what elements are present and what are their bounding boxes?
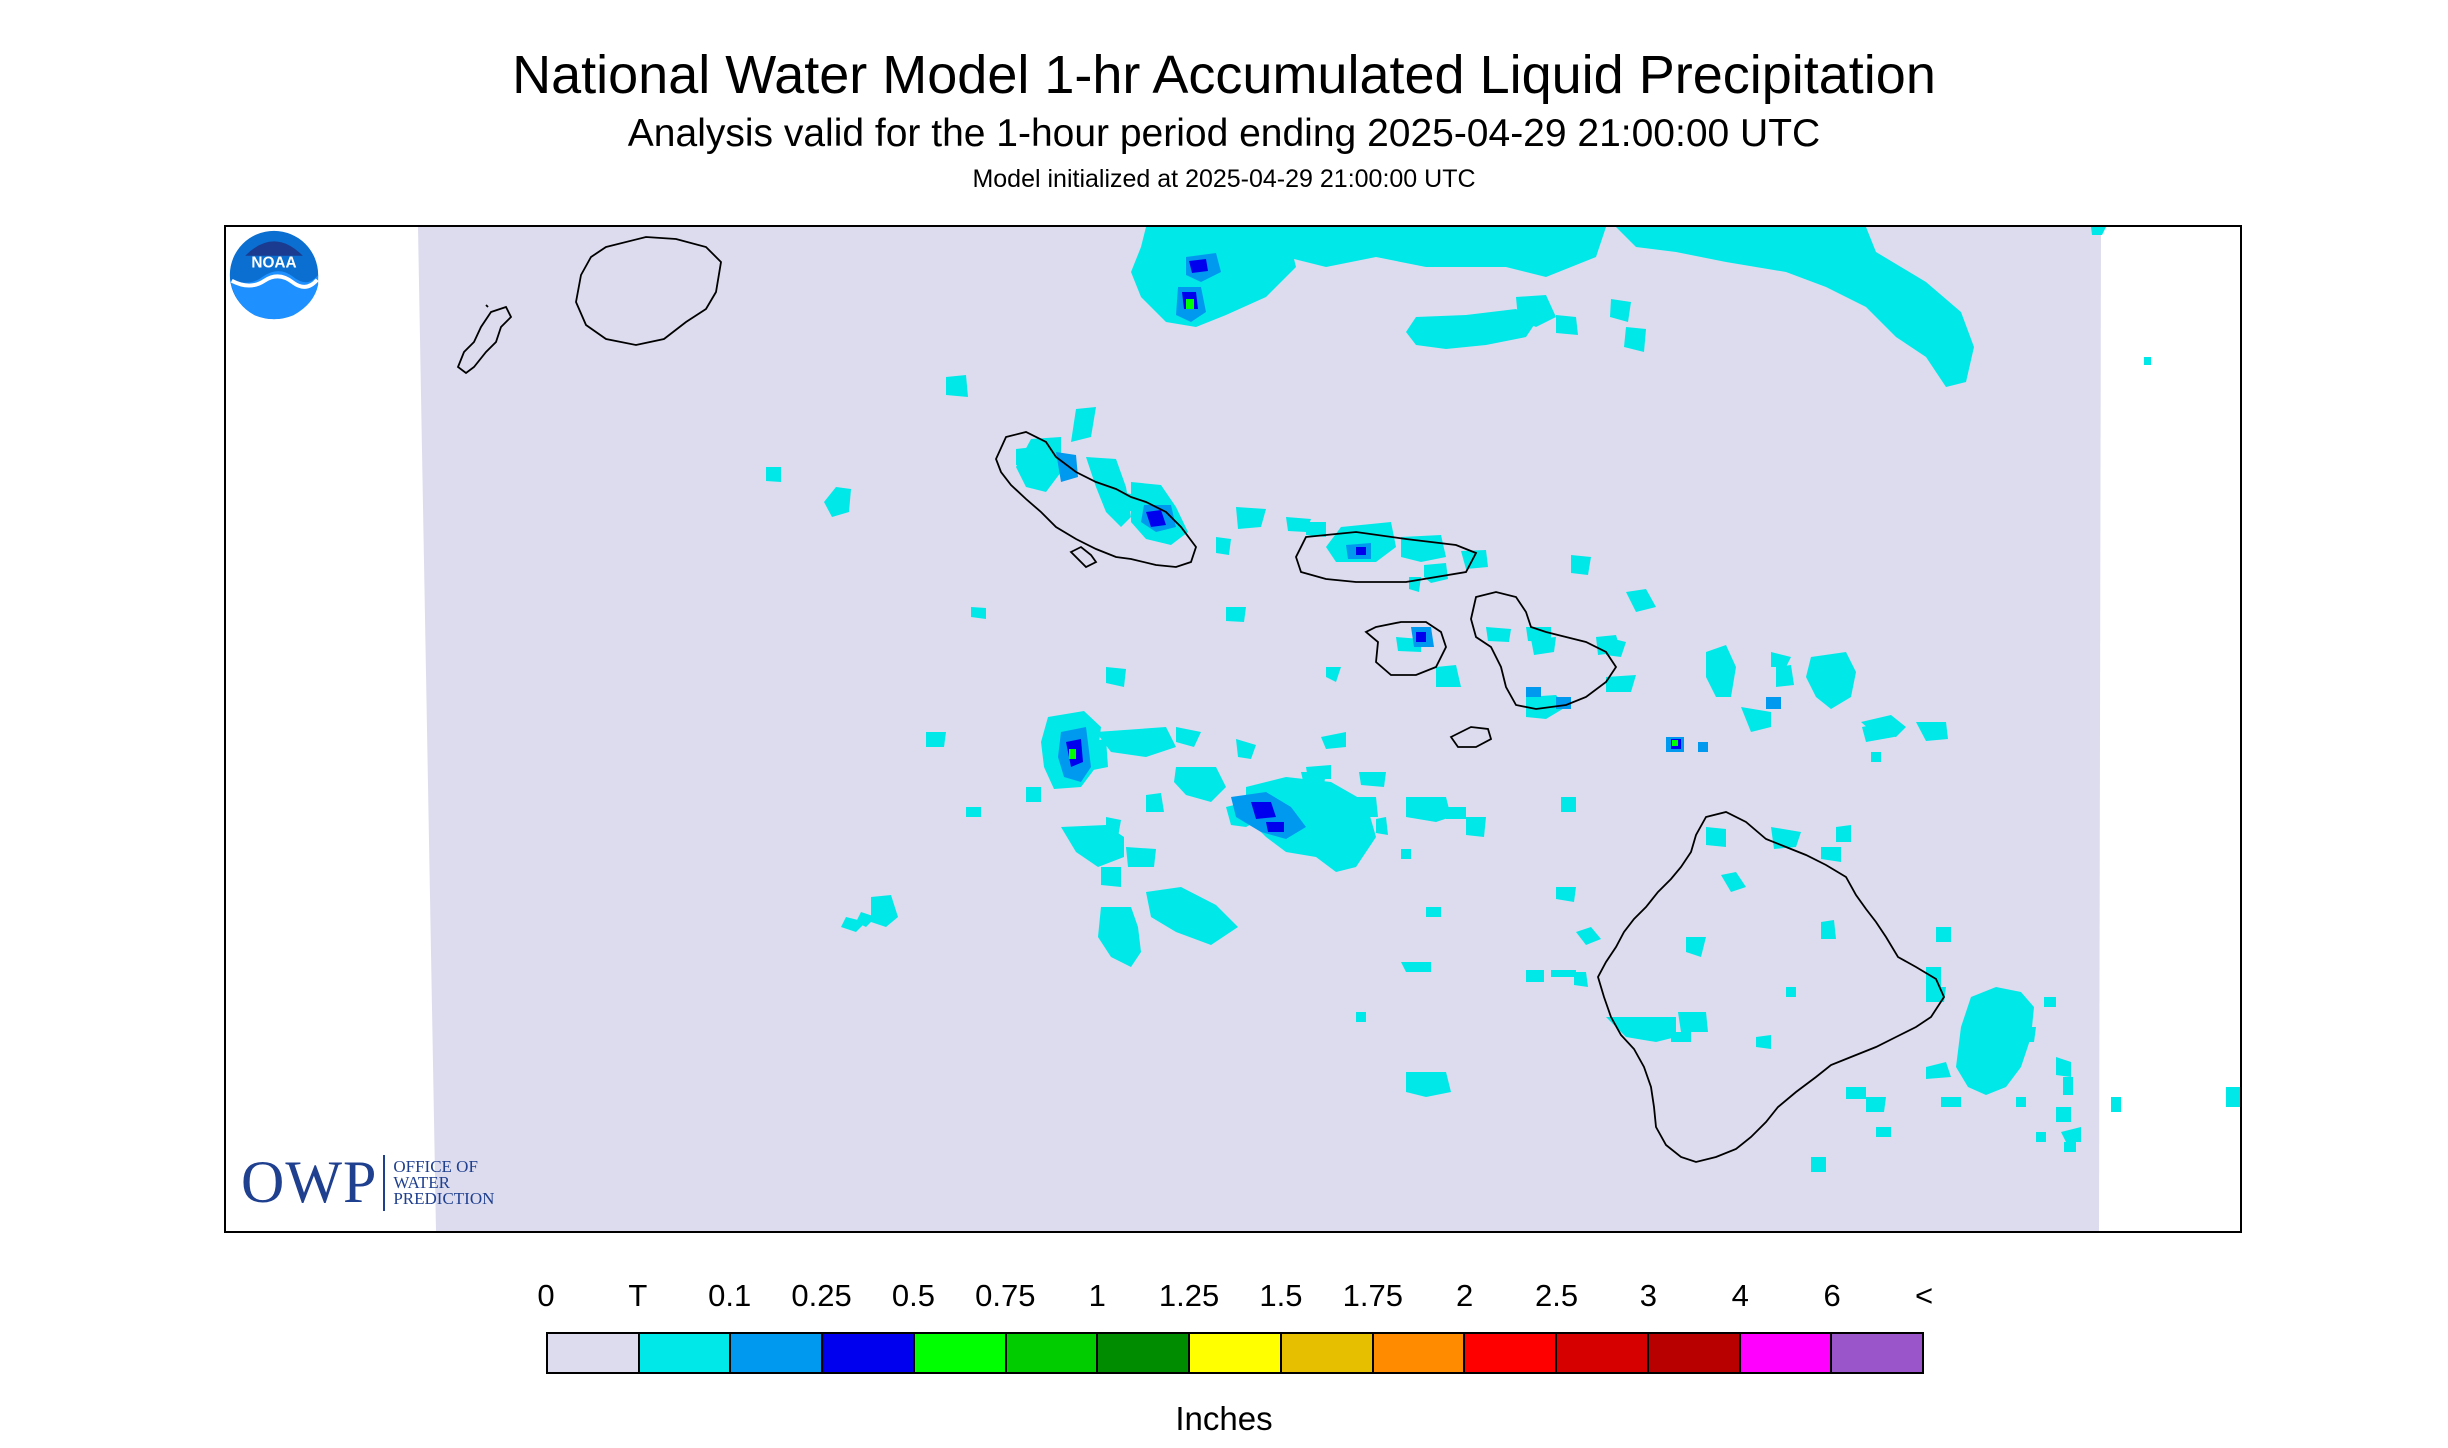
model-init-text: Model initialized at 2025-04-29 21:00:00… <box>972 165 1476 193</box>
molokai-coastline <box>1295 531 1478 583</box>
legend-label: 1.25 <box>1158 1278 1220 1313</box>
legend-label: 3 <box>1639 1278 1658 1313</box>
legend-swatch <box>1373 1334 1466 1372</box>
precip-green-areas <box>1069 299 1678 759</box>
legend-label: < <box>1914 1278 1934 1313</box>
legend-label: 0.75 <box>975 1278 1036 1313</box>
map-canvas <box>418 227 2240 1231</box>
legend-label: 2 <box>1456 1278 1474 1313</box>
legend-label: 0 <box>537 1278 555 1313</box>
legend-label: 1.5 <box>1259 1278 1303 1313</box>
legend-swatch <box>1281 1334 1374 1372</box>
legend-labels: 0 T 0.1 0.25 0.5 0.75 1 1.25 1.5 1.75 2 2.5 3 4 6 < <box>537 1278 1933 1318</box>
legend-swatch <box>914 1334 1007 1372</box>
legend-swatch <box>639 1334 732 1372</box>
legend-label: 1.75 <box>1342 1278 1403 1313</box>
legend-label: 2.5 <box>1534 1278 1579 1313</box>
model-domain <box>418 227 2101 1231</box>
owp-line-3: PREDICTION <box>393 1188 495 1208</box>
kahoolawe-coastline <box>1449 726 1493 748</box>
map-title: National Water Model 1-hr Accumulated Li… <box>512 45 1936 105</box>
legend-swatch <box>1006 1334 1099 1372</box>
legend-swatch <box>1557 1334 1649 1372</box>
legend-swatch <box>1832 1334 1923 1372</box>
precipitation-map[interactable]: OWP OFFICE OF WATER PREDICTION NOAA <box>224 225 2242 1233</box>
noaa-logo: NOAA <box>227 228 321 322</box>
legend-label: 0.5 <box>891 1278 935 1313</box>
legend-swatch <box>1465 1334 1558 1372</box>
legend-colorbar <box>546 1332 1924 1374</box>
owp-logo: OWP OFFICE OF WATER PREDICTION <box>241 1148 494 1217</box>
owp-line-1: OFFICE OF <box>393 1156 478 1176</box>
lanai-coastline <box>1364 621 1447 676</box>
niihau-coastline <box>456 305 513 375</box>
legend-swatch <box>1740 1334 1833 1372</box>
island-coastlines <box>456 236 1946 1163</box>
legend-swatch <box>548 1334 640 1372</box>
oahu-coastline <box>995 431 1198 568</box>
kauai-coastline <box>575 236 722 346</box>
map-subtitle: Analysis valid for the 1-hour period end… <box>627 112 1821 155</box>
legend-swatch <box>731 1334 824 1372</box>
legend-swatch <box>823 1334 915 1372</box>
legend-swatch <box>1190 1334 1282 1372</box>
legend-swatch <box>1098 1334 1191 1372</box>
owp-logo-subtext: OFFICE OF WATER PREDICTION <box>393 1156 495 1208</box>
legend-label: 6 <box>1823 1278 1841 1313</box>
maui-coastline <box>1470 591 1618 710</box>
big-island-coastline <box>1597 811 1946 1163</box>
legend-unit: Inches <box>1175 1400 1273 1437</box>
noaa-logo-text: NOAA <box>251 254 296 271</box>
legend-label: 1 <box>1088 1278 1106 1313</box>
owp-logo-text: OWP <box>241 1149 378 1215</box>
legend-swatch <box>1648 1334 1741 1372</box>
owp-line-2: WATER <box>393 1172 451 1192</box>
legend-label: 0.1 <box>708 1278 752 1313</box>
legend-label: 0.25 <box>791 1278 852 1313</box>
owp-logo-divider <box>383 1154 386 1211</box>
legend-label: T <box>628 1278 648 1313</box>
legend-label: 4 <box>1731 1278 1749 1313</box>
